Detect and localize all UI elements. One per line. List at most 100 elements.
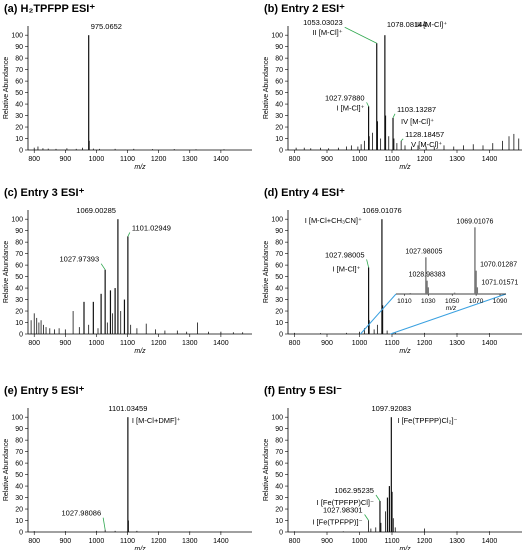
y-tick-label: 50 (15, 472, 23, 479)
x-axis-label: m/z (134, 164, 146, 171)
peak-label: 1027.98086 (62, 509, 102, 518)
peak-label: 1097.92083 (372, 404, 412, 413)
y-tick-label: 70 (15, 251, 23, 258)
label-leader (392, 113, 396, 119)
peak-label: 1027.98005 (325, 250, 365, 259)
y-tick-label: 40 (15, 484, 23, 491)
y-tick-label: 100 (271, 415, 283, 422)
y-tick-label: 80 (275, 56, 283, 63)
y-tick-label: 50 (275, 274, 283, 281)
x-axis-label: m/z (399, 546, 411, 550)
y-tick-label: 90 (15, 426, 23, 433)
label-leader (102, 517, 106, 530)
x-axis-label: m/z (134, 546, 146, 550)
x-tick-label: 1300 (182, 340, 198, 347)
peak-label: I [M-Cl]⁺ (332, 264, 360, 273)
x-tick-label: 1000 (352, 340, 368, 347)
peak-label: III [M-Cl]⁺ (415, 20, 447, 29)
y-tick-label: 90 (275, 44, 283, 51)
y-tick-label: 60 (15, 79, 23, 86)
zoom-connector (360, 293, 397, 335)
y-tick-label: 10 (15, 320, 23, 327)
inset-plot: 1010 1030 1050 1070 1090 m/z 1069.01076 1027.98… (360, 218, 518, 335)
label-leader (366, 259, 369, 268)
x-tick-label: 1400 (482, 156, 498, 163)
label-leader (375, 494, 381, 502)
x-tick-label: 800 (289, 156, 301, 163)
peak-label: 1069.00285 (76, 206, 116, 215)
peak-label: 1101.02949 (132, 223, 171, 232)
x-tick-label: 1000 (89, 538, 105, 545)
x-tick-label: 1200 (417, 156, 433, 163)
inset-peak-label: 1028.98383 (409, 272, 446, 279)
x-tick-label: 1200 (151, 156, 167, 163)
y-tick-label: 10 (15, 136, 23, 143)
y-tick-label: 60 (275, 461, 283, 468)
x-tick-label: 1000 (352, 156, 368, 163)
peak-label: 1103.13287 (397, 105, 436, 114)
x-tick-label: 1400 (213, 156, 229, 163)
x-tick-label: 1000 (89, 156, 105, 163)
y-tick-label: 60 (275, 79, 283, 86)
y-tick-label: 10 (15, 518, 23, 525)
peak-label: 1027.97880 (325, 93, 365, 102)
peak-label: 1128.18457 (405, 130, 444, 139)
y-tick-label: 40 (275, 484, 283, 491)
y-tick-label: 90 (15, 44, 23, 51)
x-tick-label: 900 (321, 340, 333, 347)
y-tick-label: 90 (15, 228, 23, 235)
y-tick-label: 40 (15, 102, 23, 109)
y-tick-label: 70 (275, 449, 283, 456)
x-tick-label: 1200 (417, 538, 433, 545)
y-axis-label: Relative Abundance (3, 439, 10, 501)
y-tick-label: 30 (275, 113, 283, 120)
spectrum-panel-3: (d) Entry 4 ESI⁺ 0 10 20 30 40 50 60 70 80 90 100 80… (263, 187, 522, 355)
y-tick-label: 70 (15, 449, 23, 456)
x-tick-label: 1000 (352, 538, 368, 545)
y-tick-label: 30 (275, 297, 283, 304)
y-tick-label: 90 (275, 426, 283, 433)
y-tick-label: 0 (19, 530, 23, 537)
y-tick-label: 40 (15, 286, 23, 293)
peak-label: 1027.97393 (60, 255, 100, 264)
inset-x-tick-label: 1090 (493, 298, 508, 305)
peak-label: 1053.03023 (303, 18, 343, 27)
inset-x-tick-label: 1010 (397, 298, 412, 305)
x-tick-label: 1300 (449, 340, 465, 347)
x-axis-label: m/z (399, 348, 411, 355)
y-tick-label: 80 (275, 438, 283, 445)
y-tick-label: 90 (275, 228, 283, 235)
x-tick-label: 1100 (120, 156, 135, 163)
panel-title: (f) Entry 5 ESI⁻ (264, 385, 342, 397)
peak-label: 1101.03459 (108, 404, 147, 413)
label-leader (364, 514, 369, 521)
x-tick-label: 1200 (151, 538, 167, 545)
label-leader (127, 232, 131, 237)
spectrum-panel-4: (e) Entry 5 ESI⁺ 0 10 20 30 40 50 60 70 80 90 100 80… (3, 385, 252, 550)
y-tick-label: 10 (275, 518, 283, 525)
peak-label: I [Fe(TPFPP)Cl]⁻ (317, 498, 374, 507)
label-leader (366, 102, 369, 107)
y-tick-label: 10 (275, 320, 283, 327)
spectrum-panel-1: (b) Entry 2 ESI⁺ 0 10 20 30 40 50 60 70 80 90 100 80… (263, 3, 522, 171)
y-axis-label: Relative Abundance (263, 439, 270, 501)
panel-title: (d) Entry 4 ESI⁺ (264, 187, 345, 199)
y-tick-label: 60 (15, 461, 23, 468)
x-tick-label: 1300 (449, 538, 465, 545)
panel-title: (b) Entry 2 ESI⁺ (264, 3, 345, 15)
x-tick-label: 1100 (120, 538, 135, 545)
peak-label: 975.0652 (91, 22, 122, 31)
x-tick-label: 1100 (384, 340, 399, 347)
y-tick-label: 100 (11, 217, 23, 224)
label-leader (400, 138, 404, 142)
y-tick-label: 80 (15, 56, 23, 63)
x-tick-label: 1400 (482, 538, 498, 545)
x-tick-label: 1100 (120, 340, 135, 347)
y-axis-label: Relative Abundance (3, 241, 10, 303)
inset-peak-label: 1069.01076 (456, 218, 493, 225)
x-tick-label: 1300 (449, 156, 465, 163)
peak-label: V [M-Cl]⁺ (411, 140, 442, 149)
x-tick-label: 1200 (417, 340, 433, 347)
x-tick-label: 1400 (482, 340, 498, 347)
